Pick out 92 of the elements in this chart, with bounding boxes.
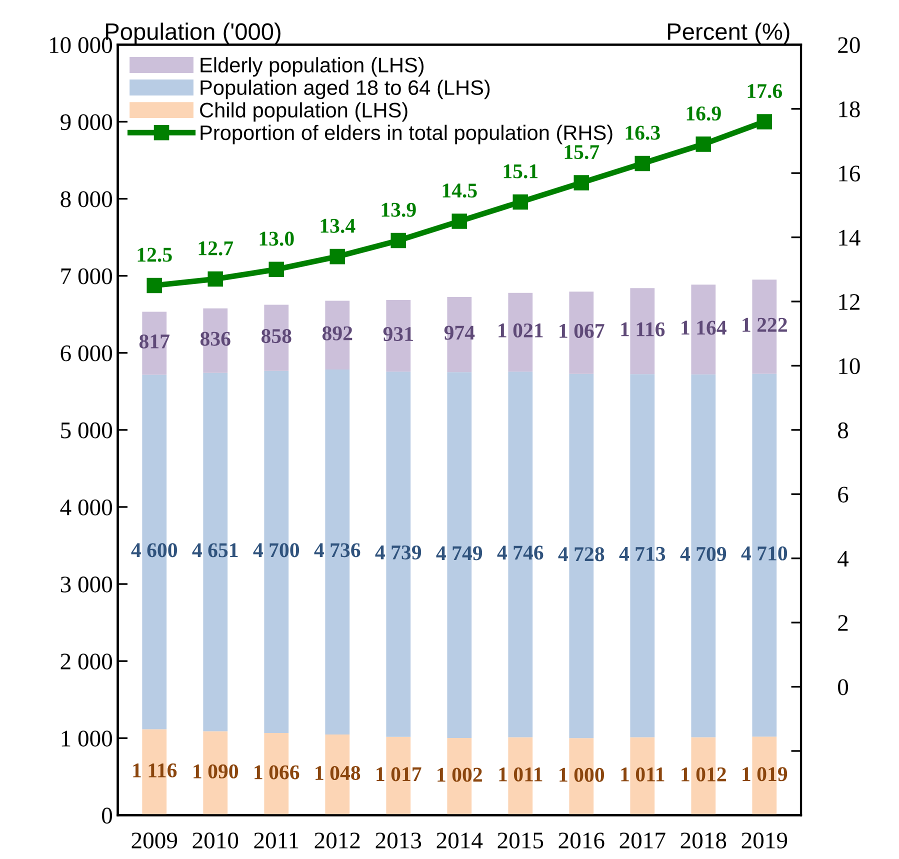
data-label: 892	[322, 326, 352, 340]
y-tick-label: 3 000	[60, 576, 112, 592]
data-label: 4 746	[497, 546, 544, 560]
y-tick-label: 4 000	[60, 499, 112, 516]
x-tick-label: 2009	[132, 832, 178, 848]
data-label: 836	[200, 332, 230, 346]
legend-label: Elderly population (LHS)	[200, 57, 424, 77]
x-tick-label: 2013	[376, 832, 422, 848]
y-tick-label: 2 000	[60, 654, 112, 670]
data-label: 1 000	[560, 768, 604, 782]
y2-tick-label: 14	[839, 230, 860, 246]
data-label: 4 749	[436, 546, 482, 560]
data-label: 1 019	[742, 767, 788, 782]
x-tick-label: 2016	[558, 832, 604, 848]
data-label: 12.7	[198, 241, 234, 256]
data-label: 17.6	[748, 84, 782, 98]
x-tick-label: 2017	[620, 832, 666, 848]
data-label: 974	[444, 326, 475, 340]
legend-label: Child population (LHS)	[200, 102, 408, 122]
y2-tick-label: 10	[839, 358, 860, 374]
data-label: 1 012	[682, 767, 726, 782]
point	[574, 175, 590, 190]
data-label: 4 710	[741, 546, 788, 560]
x-tick-label: 2014	[436, 832, 483, 848]
y2-tick-label: 20	[838, 37, 860, 54]
data-label: 4 709	[680, 546, 726, 562]
point	[756, 114, 772, 130]
data-label: 4 713	[619, 546, 666, 561]
y-tick-label: 1 000	[62, 730, 112, 747]
y-tick-label: 0	[102, 808, 112, 824]
y-tick-label: 6 000	[60, 345, 112, 362]
point	[146, 278, 162, 294]
data-label: 13.0	[260, 232, 294, 246]
data-label: 4 739	[375, 545, 422, 560]
data-label: 1 116	[133, 763, 177, 778]
data-label: 4 600	[131, 543, 178, 558]
legend-label: Population aged 18 to 64 (LHS)	[200, 80, 490, 100]
data-label: 4 736	[314, 543, 360, 558]
point	[330, 248, 346, 264]
data-label: 1 048	[316, 766, 360, 780]
data-label: 4 651	[192, 543, 238, 558]
data-label: 13.9	[382, 202, 416, 217]
y-tick-label: 8 000	[60, 191, 112, 208]
point	[452, 214, 468, 229]
point	[390, 232, 406, 248]
x-tick-label: 2012	[314, 832, 360, 848]
x-tick-label: 2018	[680, 832, 726, 848]
data-label: 15.1	[504, 164, 538, 178]
data-label: 14.5	[442, 184, 477, 198]
data-label: 858	[261, 329, 292, 344]
y-tick-label: 7 000	[61, 268, 112, 284]
data-label: 13.4	[320, 218, 356, 233]
x-tick-label: 2011	[254, 832, 298, 848]
y2-tick-label: 16	[839, 166, 860, 182]
y2-tick-label: 12	[839, 294, 860, 310]
point	[696, 136, 712, 152]
data-label: 1 116	[621, 322, 665, 336]
data-label: 1 066	[254, 765, 300, 780]
y2-tick-label: 8	[838, 422, 848, 438]
x-tick-label: 2015	[498, 832, 544, 848]
data-label: 817	[139, 334, 170, 348]
data-label: 1 011	[621, 767, 664, 782]
x-tick-label: 2010	[192, 832, 238, 848]
data-label: 1 017	[376, 767, 422, 782]
data-label: 1 222	[742, 318, 787, 332]
y-tick-label: 9 000	[60, 114, 112, 130]
x-tick-label: 2019	[742, 832, 788, 848]
point	[208, 271, 224, 287]
data-label: 4 728	[558, 547, 604, 562]
data-label: 1 011	[499, 767, 542, 782]
y2-tick-label: 6	[838, 486, 848, 503]
data-label: 12.5	[138, 248, 172, 262]
data-label: 15.7	[564, 145, 600, 160]
data-label: 16.9	[686, 106, 721, 121]
y2-axis-title: Percent (%)	[668, 22, 790, 45]
data-label: 1 021	[498, 323, 543, 338]
data-label: 931	[383, 327, 413, 342]
y2-tick-label: 2	[838, 615, 848, 631]
y2-tick-label: 4	[838, 551, 849, 567]
legend-label: Proportion of elders in total population (RHS)	[200, 124, 612, 144]
point	[268, 262, 284, 278]
y2-tick-label: 18	[839, 101, 860, 118]
data-label: 4 700	[253, 543, 300, 558]
data-label: 1 067	[560, 324, 604, 338]
y2-tick-label: 0	[838, 679, 848, 696]
data-label: 16.3	[626, 126, 660, 140]
data-label: 1 090	[194, 764, 238, 778]
y-tick-label: 5 000	[61, 422, 112, 438]
point	[512, 194, 528, 210]
point	[634, 156, 650, 172]
data-label: 1 002	[438, 768, 482, 782]
data-label: 1 164	[682, 320, 726, 335]
